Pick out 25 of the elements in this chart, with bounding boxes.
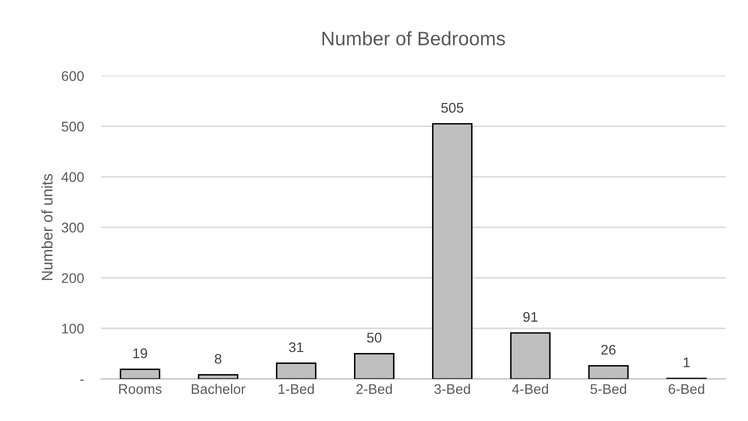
y-axis-title: Number of units: [41, 174, 53, 280]
y-tick-label: 500: [62, 122, 84, 132]
x-tick-label: Rooms: [119, 384, 162, 394]
y-tick-label: -: [80, 380, 84, 381]
data-label: 8: [214, 354, 222, 364]
y-tick-label: 200: [62, 273, 84, 284]
x-tick-label: 1-Bed: [278, 384, 314, 394]
data-label: 19: [133, 348, 148, 358]
data-label: 50: [367, 332, 382, 343]
x-tick-label: 2-Bed: [356, 384, 392, 394]
data-label: 31: [288, 342, 304, 352]
data-label: 26: [601, 344, 616, 355]
y-tick-label: 300: [62, 222, 84, 233]
data-label: 505: [441, 102, 464, 113]
x-tick-label: 5-Bed: [590, 384, 626, 394]
x-tick-label: 6-Bed: [668, 384, 704, 394]
y-tick-label: 400: [61, 172, 84, 182]
x-tick-label: 4-Bed: [512, 384, 548, 394]
x-tick-label: 3-Bed: [434, 384, 470, 394]
y-tick-label: 600: [62, 71, 84, 81]
data-label: 1: [684, 358, 690, 368]
x-tick-label: Bachelor: [192, 384, 246, 394]
y-tick-label: 100: [62, 324, 84, 334]
chart-title: Number of Bedrooms: [322, 31, 505, 46]
data-label: 91: [523, 312, 538, 322]
